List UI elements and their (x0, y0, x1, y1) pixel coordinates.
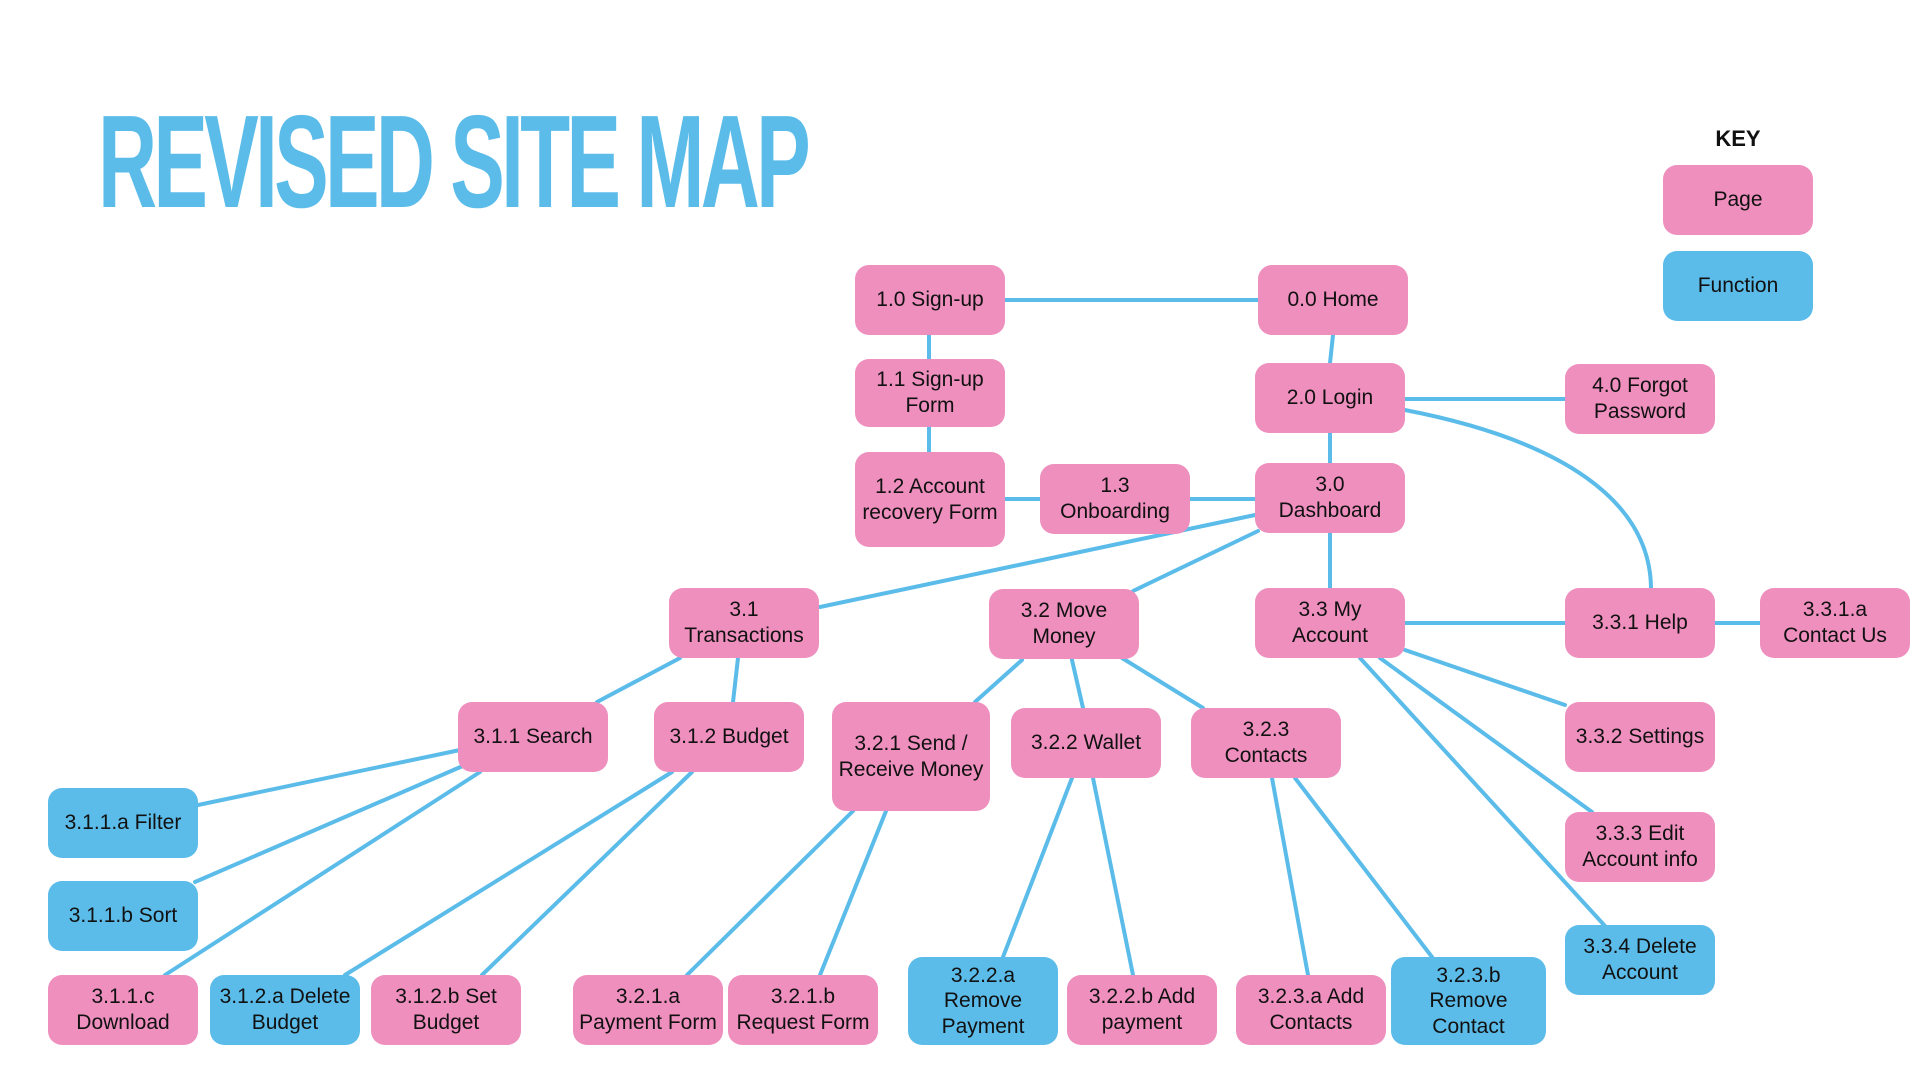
edge-home-login (1328, 333, 1335, 365)
edge-search-filter (196, 748, 462, 807)
node-contact-us[interactable]: 3.3.1.a Contact Us (1760, 588, 1910, 658)
key-title: KEY (1715, 126, 1761, 151)
edge-budget-set-budget (480, 770, 694, 977)
page-title: REVISED SITE MAP (98, 88, 811, 235)
edge-my-account-settings (1403, 648, 1567, 707)
node-remove-payment[interactable]: 3.2.2.a Remove Payment (908, 957, 1058, 1045)
edge-transactions-search (595, 656, 682, 704)
edge-wallet-remove-payment (1001, 776, 1074, 959)
edge-my-account-delete-account (1358, 656, 1607, 928)
edge-dashboard-move-money (1131, 529, 1260, 593)
node-settings[interactable]: 3.3.2 Settings (1565, 702, 1715, 772)
edge-budget-delete-budget (343, 770, 674, 977)
edge-send-receive-request-form (818, 809, 888, 977)
node-delete-budget[interactable]: 3.1.2.a Delete Budget (210, 975, 360, 1045)
edge-search-download (163, 770, 482, 977)
edge-send-receive-payment-form (685, 809, 855, 977)
node-edit-account-info[interactable]: 3.3.3 Edit Account info (1565, 812, 1715, 882)
edge-transactions-budget (731, 656, 740, 704)
node-request-form[interactable]: 3.2.1.b Request Form (728, 975, 878, 1045)
node-sign-up-form[interactable]: 1.1 Sign-up Form (855, 359, 1005, 427)
node-onboarding[interactable]: 1.3 Onboarding (1040, 464, 1190, 534)
node-add-payment[interactable]: 3.2.2.b Add payment (1067, 975, 1217, 1045)
node-contacts[interactable]: 3.2.3 Contacts (1191, 708, 1341, 778)
edge-move-money-contacts (1120, 656, 1205, 710)
edge-login-help (1403, 408, 1653, 590)
node-send-receive-money[interactable]: 3.2.1 Send / Receive Money (832, 702, 990, 811)
edge-move-money-send-receive (973, 658, 1024, 704)
node-delete-account[interactable]: 3.3.4 Delete Account (1565, 925, 1715, 995)
node-budget[interactable]: 3.1.2 Budget (654, 702, 804, 772)
node-filter[interactable]: 3.1.1.a Filter (48, 788, 198, 858)
node-login[interactable]: 2.0 Login (1255, 363, 1405, 433)
node-forgot-password[interactable]: 4.0 Forgot Password (1565, 364, 1715, 434)
node-account-recovery-form[interactable]: 1.2 Account recovery Form (855, 452, 1005, 547)
node-remove-contact[interactable]: 3.2.3.b Remove Contact (1391, 957, 1546, 1045)
edge-wallet-add-payment (1091, 776, 1135, 977)
node-search[interactable]: 3.1.1 Search (458, 702, 608, 772)
node-transactions[interactable]: 3.1 Transactions (669, 588, 819, 658)
edge-search-sort (193, 763, 467, 884)
key-page-swatch: Page (1663, 165, 1813, 235)
node-move-money[interactable]: 3.2 Move Money (989, 589, 1139, 659)
edge-contacts-add-contacts (1270, 776, 1310, 977)
node-help[interactable]: 3.3.1 Help (1565, 588, 1715, 658)
node-my-account[interactable]: 3.3 My Account (1255, 588, 1405, 658)
node-set-budget[interactable]: 3.1.2.b Set Budget (371, 975, 521, 1045)
node-wallet[interactable]: 3.2.2 Wallet (1011, 708, 1161, 778)
edge-contacts-remove-contact (1293, 776, 1434, 959)
edge-move-money-wallet (1070, 658, 1085, 710)
node-add-contacts[interactable]: 3.2.3.a Add Contacts (1236, 975, 1386, 1045)
node-sign-up[interactable]: 1.0 Sign-up (855, 265, 1005, 335)
node-payment-form[interactable]: 3.2.1.a Payment Form (573, 975, 723, 1045)
node-dashboard[interactable]: 3.0 Dashboard (1255, 463, 1405, 533)
key-function-swatch: Function (1663, 251, 1813, 321)
node-home[interactable]: 0.0 Home (1258, 265, 1408, 335)
node-sort[interactable]: 3.1.1.b Sort (48, 881, 198, 951)
node-download[interactable]: 3.1.1.c Download (48, 975, 198, 1045)
edge-my-account-edit-account (1378, 656, 1594, 814)
